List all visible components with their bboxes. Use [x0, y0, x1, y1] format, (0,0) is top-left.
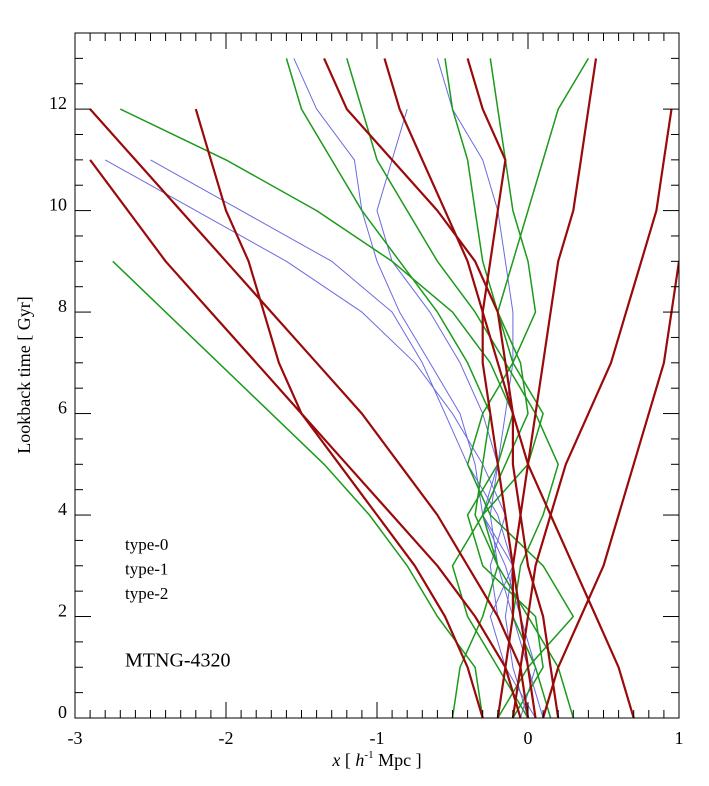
y-tick-label: 8 — [58, 296, 67, 316]
legend-entry: type-0 — [125, 535, 168, 554]
x-label-part: -1 — [364, 749, 373, 761]
legend-entry: type-2 — [125, 584, 168, 603]
x-label-part: h — [355, 750, 364, 770]
y-axis-label: Lookback time [ Gyr] — [14, 296, 34, 453]
y-tick-label: 12 — [49, 93, 67, 113]
track — [119, 108, 544, 718]
track — [104, 159, 521, 718]
track — [496, 58, 598, 718]
y-tick-label: 0 — [58, 702, 67, 722]
y-tick-label: 2 — [58, 601, 67, 621]
track — [383, 58, 635, 718]
legend-entry: type-1 — [125, 559, 168, 578]
x-label-part: Mpc ] — [374, 750, 422, 770]
track — [451, 58, 590, 718]
track — [89, 108, 530, 718]
x-label-part: x — [331, 750, 340, 770]
x-tick-label: 0 — [524, 728, 533, 748]
track — [285, 58, 499, 718]
track — [444, 58, 575, 718]
track — [89, 159, 522, 718]
y-tick-label: 6 — [58, 398, 67, 418]
x-tick-label: 1 — [675, 728, 684, 748]
track — [150, 159, 536, 718]
x-tick-label: -1 — [370, 728, 385, 748]
track — [511, 108, 673, 718]
track — [323, 57, 560, 718]
x-label-part: [ — [340, 750, 355, 770]
track — [542, 261, 679, 718]
x-tick-label: -3 — [68, 728, 83, 748]
y-tick-label: 4 — [58, 499, 67, 519]
tracks — [89, 57, 679, 718]
track — [293, 58, 529, 718]
annotation: MTNG-4320 — [125, 650, 231, 672]
track — [466, 58, 575, 718]
x-tick-label: -2 — [219, 728, 234, 748]
y-tick-label: 10 — [49, 195, 67, 215]
track — [466, 58, 537, 718]
plot-frame — [74, 32, 680, 719]
track — [194, 108, 484, 718]
track — [346, 58, 559, 718]
x-axis-label: x [ h-1 Mpc ] — [331, 749, 421, 771]
